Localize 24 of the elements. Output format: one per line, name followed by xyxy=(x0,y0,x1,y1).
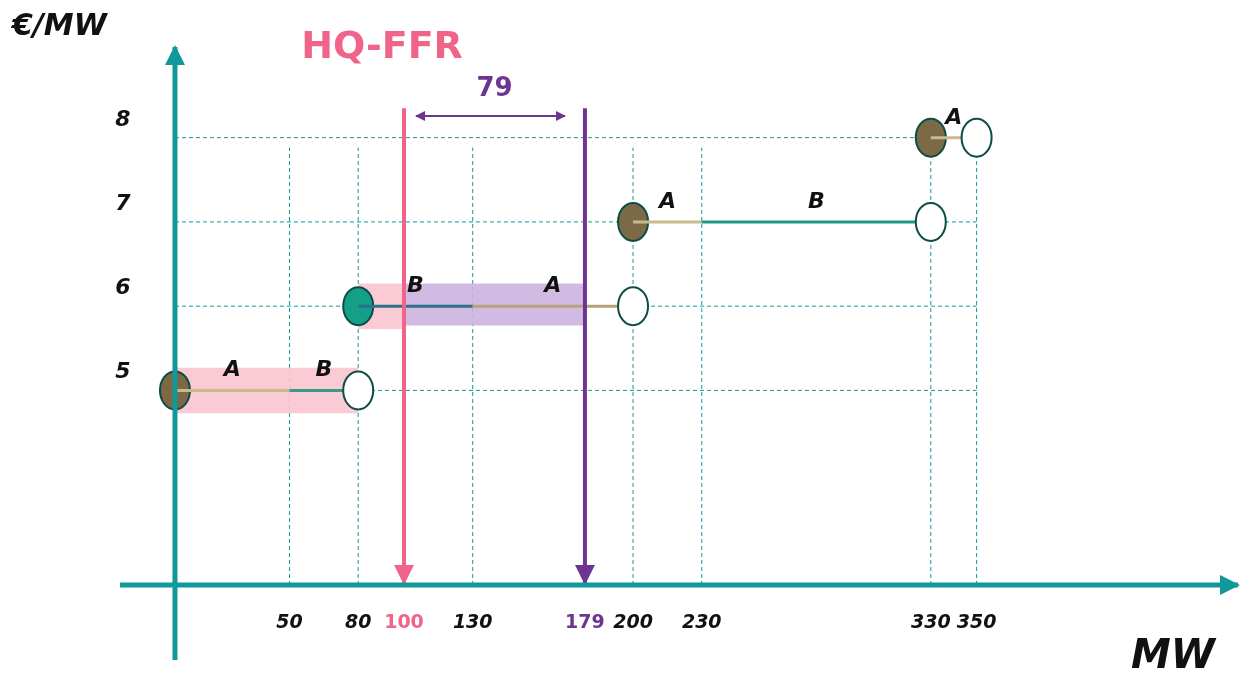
series-label: A xyxy=(221,356,241,382)
x-tick-label: 100 xyxy=(384,610,424,632)
annotation: 79 xyxy=(476,72,513,102)
y-tick-label: 8 xyxy=(115,105,131,131)
x-tick-label: 200 xyxy=(613,610,653,632)
y-tick-label: 7 xyxy=(115,189,132,215)
series-label: B xyxy=(407,272,424,298)
x-tick-label: 230 xyxy=(681,610,722,632)
series-label: A xyxy=(943,103,963,129)
y-tick-label: 5 xyxy=(115,358,131,384)
series-label: B xyxy=(315,356,333,382)
series-label: A xyxy=(656,187,676,213)
y-axis-title: €/MW xyxy=(10,7,109,42)
x-tick-label: 330 xyxy=(910,610,951,632)
x-tick-label: 130 xyxy=(452,610,493,632)
x-tick-label: 350 xyxy=(956,610,997,632)
series-label: A xyxy=(542,272,562,298)
x-axis-title: MW xyxy=(1131,631,1217,677)
x-tick-label: 80 xyxy=(344,610,372,632)
series-label: B xyxy=(807,187,825,213)
y-tick-label: 6 xyxy=(115,274,131,300)
x-tick-label: 179 xyxy=(565,610,605,632)
x-tick-label: 50 xyxy=(276,610,303,632)
ref-line-label: HQ-FFR xyxy=(301,23,463,67)
